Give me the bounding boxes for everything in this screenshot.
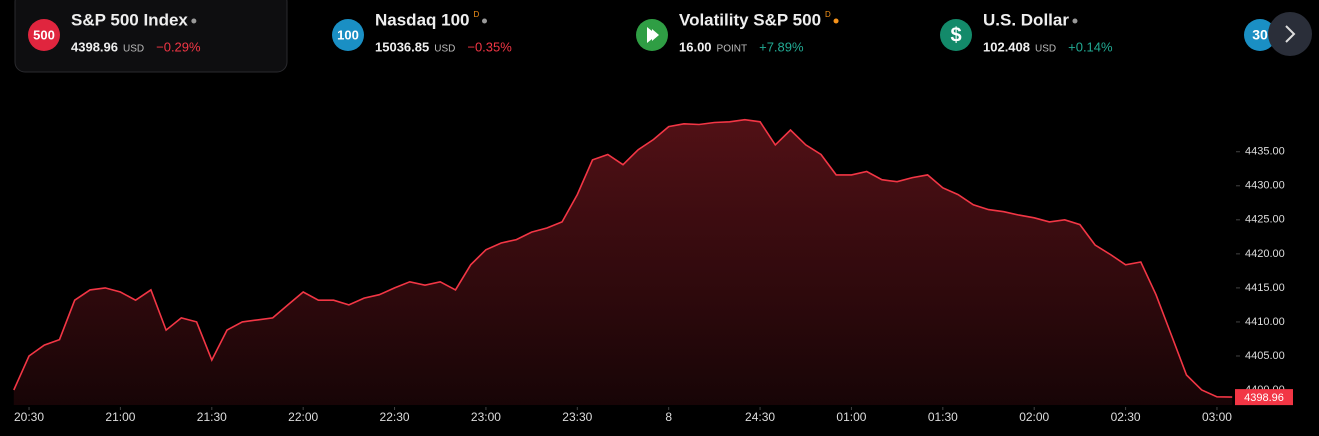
icon-text: 30 (1252, 27, 1268, 43)
ticker-name: U.S. Dollar (983, 10, 1069, 29)
ticker-icon (1244, 19, 1276, 51)
line (13, 118, 1233, 398)
ticker-change: −0.35% (467, 39, 512, 54)
x-tick-label: 21:00 (105, 410, 135, 424)
tickers: 500 S&P 500 Index 4398.96 USD −0.29% 100 Nasda… (28, 10, 1276, 55)
last-price-label: 4398.96 (1244, 392, 1284, 404)
y-tick-label: 4430.00 (1245, 180, 1285, 192)
ticker-flag: D (825, 10, 831, 19)
icon-text: $ (950, 24, 961, 46)
ticker-icon (940, 19, 972, 51)
y-tick-label: 4425.00 (1245, 214, 1285, 226)
x-tick-label: 23:30 (562, 410, 592, 424)
x-tick-label: 02:30 (1111, 410, 1141, 424)
next-arrow (1285, 25, 1296, 43)
x-tick-label: 8 (665, 410, 672, 424)
ticker-icon (28, 19, 60, 51)
y-tick-label: 4420.00 (1245, 248, 1285, 260)
x-tick-label: 20:30 (14, 410, 44, 424)
y-tick-label: 4415.00 (1245, 282, 1285, 294)
y-tick-label: 4410.00 (1245, 316, 1285, 328)
y-tick-label: 4435.00 (1245, 146, 1285, 158)
x-tick-label: 23:00 (471, 410, 501, 424)
x-tick-label: 02:00 (1019, 410, 1049, 424)
status-dot (1072, 18, 1078, 24)
ticker-price: 102.408 (983, 39, 1030, 54)
icon-text: 100 (337, 27, 359, 42)
last-price-box (1235, 389, 1293, 406)
ticker-name: S&P 500 Index (71, 10, 188, 29)
next-button[interactable] (1268, 12, 1312, 56)
ticker-unit: USD (123, 44, 144, 55)
ticker-unit: USD (1035, 44, 1056, 55)
x-tick-label: 21:30 (197, 410, 227, 424)
ticker-change: +0.14% (1068, 39, 1113, 54)
ticker-price: 4398.96 (71, 39, 118, 54)
ticker-unit: POINT (717, 44, 748, 55)
x-tick-label: 22:00 (288, 410, 318, 424)
ticker-flag: D (474, 10, 480, 19)
y-tick-label: 4405.00 (1245, 350, 1285, 362)
x-tick-label: 24:30 (745, 410, 775, 424)
ticker-price: 15036.85 (375, 39, 429, 54)
ticker-change: −0.29% (156, 39, 201, 54)
status-dot (191, 18, 197, 24)
status-dot (833, 18, 839, 24)
icon-glyph (647, 27, 659, 43)
x-tick-label: 03:00 (1202, 410, 1232, 424)
plot: 4400.004405.004410.004415.004420.004425.… (13, 118, 1293, 424)
selected-card[interactable] (14, 0, 288, 73)
ticker-name: Volatility S&P 500 (679, 10, 821, 29)
status-dot (482, 18, 487, 24)
ticker-price: 16.00 (679, 39, 712, 54)
ticker-name: Nasdaq 100 (375, 10, 470, 29)
icon-text: 500 (33, 27, 55, 42)
x-tick-label: 01:30 (928, 410, 958, 424)
ticker-unit: USD (434, 44, 455, 55)
ticker-icon (332, 19, 364, 51)
x-tick-label: 22:30 (380, 410, 410, 424)
ticker-change: +7.89% (759, 39, 804, 54)
x-tick-label: 01:00 (836, 410, 866, 424)
area (13, 119, 1233, 405)
